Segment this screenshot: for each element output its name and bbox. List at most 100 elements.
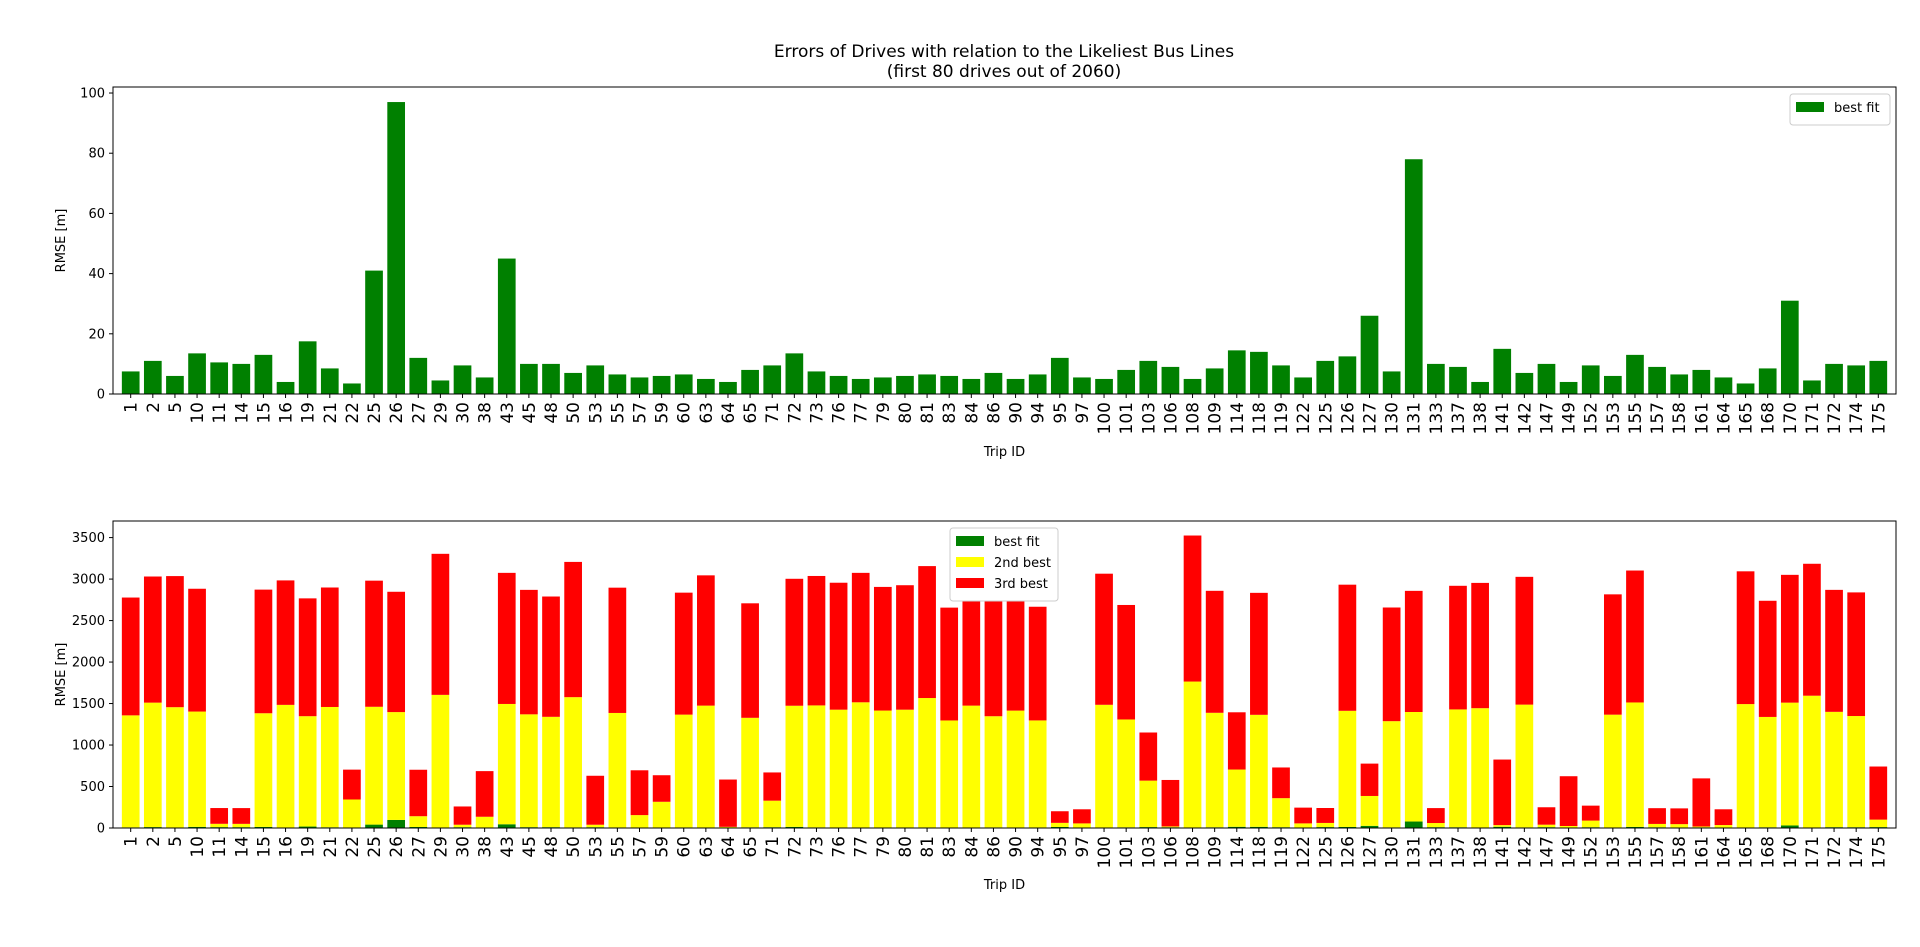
bar-3rd-best-trip-127 bbox=[1360, 763, 1379, 796]
x-tick-label: 81 bbox=[918, 836, 938, 858]
bar-best-fit-trip-16 bbox=[276, 381, 295, 394]
bar-best-fit-trip-90 bbox=[1006, 378, 1025, 394]
x-tick-label: 79 bbox=[874, 402, 894, 424]
bar-2nd-best-trip-86 bbox=[984, 716, 1003, 828]
bar-2nd-best-trip-138 bbox=[1471, 708, 1489, 828]
x-tick-label: 118 bbox=[1250, 402, 1270, 434]
bar-2nd-best-trip-155 bbox=[1626, 702, 1644, 827]
bar-2nd-best-trip-81 bbox=[918, 698, 936, 828]
x-tick-label: 59 bbox=[653, 836, 673, 858]
bar-3rd-best-trip-101 bbox=[1117, 604, 1136, 720]
bar-3rd-best-trip-133 bbox=[1427, 808, 1445, 824]
y-tick-label: 2500 bbox=[72, 614, 105, 629]
bar-3rd-best-trip-118 bbox=[1250, 592, 1268, 715]
bar-2nd-best-trip-171 bbox=[1803, 695, 1821, 828]
bar-2nd-best-trip-22 bbox=[343, 799, 361, 828]
bar-best-fit-trip-5 bbox=[166, 375, 184, 394]
x-tick-label: 114 bbox=[1228, 836, 1248, 868]
x-tick-label: 103 bbox=[1139, 402, 1159, 434]
bar-best-fit-trip-147 bbox=[1537, 363, 1556, 394]
bar-3rd-best-trip-165 bbox=[1736, 571, 1755, 705]
bar-3rd-best-trip-73 bbox=[807, 575, 826, 706]
bar-3rd-best-trip-130 bbox=[1382, 607, 1401, 722]
x-tick-label: 170 bbox=[1781, 402, 1801, 434]
bar-2nd-best-trip-1 bbox=[121, 715, 140, 828]
x-tick-label: 174 bbox=[1847, 402, 1867, 434]
bar-3rd-best-trip-71 bbox=[763, 772, 782, 801]
bar-3rd-best-trip-95 bbox=[1050, 811, 1069, 823]
bar-best-fit-trip-131 bbox=[1404, 821, 1423, 828]
x-tick-label: 165 bbox=[1737, 836, 1757, 868]
x-tick-label: 106 bbox=[1161, 402, 1181, 434]
bar-2nd-best-trip-157 bbox=[1648, 823, 1666, 828]
bar-2nd-best-trip-122 bbox=[1294, 823, 1312, 828]
bar-3rd-best-trip-25 bbox=[365, 580, 383, 707]
bar-2nd-best-trip-64 bbox=[719, 826, 737, 828]
x-tick-label: 83 bbox=[940, 402, 960, 424]
bar-best-fit-trip-157 bbox=[1648, 366, 1666, 394]
bar-best-fit-trip-97 bbox=[1073, 377, 1091, 394]
bar-2nd-best-trip-161 bbox=[1692, 826, 1711, 828]
bar-2nd-best-trip-175 bbox=[1869, 819, 1888, 828]
bar-3rd-best-trip-137 bbox=[1449, 585, 1467, 710]
bar-best-fit-trip-26 bbox=[387, 819, 406, 828]
x-tick-label: 175 bbox=[1869, 402, 1889, 434]
bar-2nd-best-trip-158 bbox=[1670, 824, 1689, 828]
bar-2nd-best-trip-126 bbox=[1338, 710, 1357, 827]
bar-2nd-best-trip-170 bbox=[1780, 702, 1799, 826]
x-tick-label: 72 bbox=[785, 402, 805, 424]
bar-2nd-best-trip-130 bbox=[1382, 721, 1401, 828]
bar-best-fit-trip-155 bbox=[1626, 354, 1644, 394]
bar-3rd-best-trip-63 bbox=[697, 575, 715, 706]
bar-3rd-best-trip-152 bbox=[1581, 805, 1600, 821]
legend-label: best fit bbox=[1834, 101, 1880, 116]
bar-3rd-best-trip-109 bbox=[1205, 590, 1224, 713]
x-tick-label: 26 bbox=[387, 402, 407, 424]
bar-best-fit-trip-153 bbox=[1604, 375, 1622, 394]
x-tick-label: 152 bbox=[1582, 836, 1602, 868]
plot-frame bbox=[112, 86, 1897, 395]
bar-3rd-best-trip-53 bbox=[586, 775, 605, 825]
x-tick-label: 100 bbox=[1095, 402, 1115, 434]
x-tick-label: 171 bbox=[1803, 836, 1823, 868]
x-tick-label: 21 bbox=[321, 836, 341, 858]
bar-best-fit-trip-79 bbox=[873, 377, 892, 394]
bar-2nd-best-trip-95 bbox=[1050, 822, 1069, 828]
bar-2nd-best-trip-168 bbox=[1758, 716, 1777, 828]
x-tick-label: 119 bbox=[1272, 836, 1292, 868]
x-tick-label: 158 bbox=[1670, 836, 1690, 868]
x-tick-label: 14 bbox=[232, 836, 252, 858]
x-tick-label: 84 bbox=[962, 402, 982, 424]
bar-best-fit-trip-59 bbox=[652, 375, 671, 394]
x-tick-label: 161 bbox=[1692, 402, 1712, 434]
bar-3rd-best-trip-164 bbox=[1714, 809, 1733, 826]
bar-best-fit-trip-130 bbox=[1382, 371, 1401, 394]
x-tick-label: 1 bbox=[122, 836, 142, 847]
bar-best-fit-trip-43 bbox=[497, 258, 516, 394]
bar-best-fit-trip-11 bbox=[210, 362, 229, 394]
x-tick-label: 57 bbox=[630, 836, 650, 858]
bar-2nd-best-trip-2 bbox=[143, 702, 162, 828]
bar-3rd-best-trip-106 bbox=[1161, 779, 1180, 827]
x-tick-label: 138 bbox=[1471, 836, 1491, 868]
bar-best-fit-trip-26 bbox=[387, 102, 406, 395]
x-tick-label: 10 bbox=[188, 836, 208, 858]
bar-best-fit-trip-141 bbox=[1493, 826, 1512, 828]
x-tick-label: 168 bbox=[1759, 836, 1779, 868]
bar-3rd-best-trip-168 bbox=[1758, 600, 1777, 717]
bar-2nd-best-trip-164 bbox=[1714, 825, 1733, 828]
y-tick-label: 3000 bbox=[72, 573, 105, 588]
x-tick-label: 22 bbox=[343, 402, 363, 424]
bar-3rd-best-trip-97 bbox=[1073, 809, 1091, 824]
x-tick-label: 19 bbox=[299, 836, 319, 858]
bar-best-fit-trip-83 bbox=[940, 375, 959, 394]
bar-best-fit-trip-76 bbox=[829, 375, 848, 394]
x-tick-label: 27 bbox=[409, 836, 429, 858]
bar-2nd-best-trip-131 bbox=[1404, 712, 1423, 822]
bar-best-fit-trip-80 bbox=[896, 375, 914, 394]
x-tick-label: 131 bbox=[1405, 402, 1425, 434]
bar-best-fit-trip-43 bbox=[497, 824, 516, 828]
bar-3rd-best-trip-77 bbox=[851, 572, 870, 703]
y-tick-label: 1000 bbox=[72, 739, 105, 754]
y-tick-label: 80 bbox=[88, 147, 105, 162]
